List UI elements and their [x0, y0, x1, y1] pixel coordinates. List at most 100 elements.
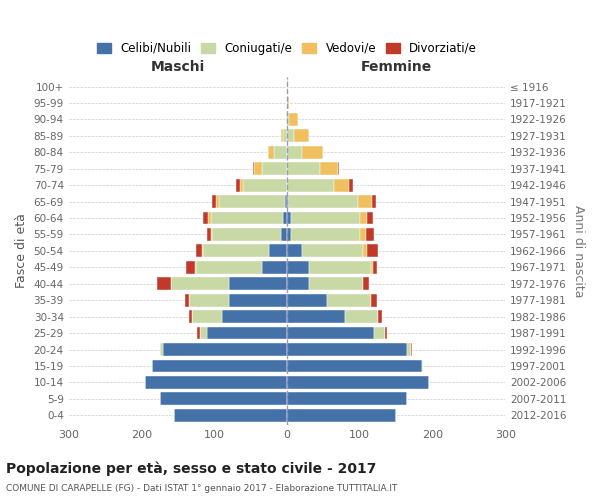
Bar [203, 212, 208, 224]
Bar [262, 162, 287, 175]
Bar [422, 360, 423, 372]
Bar [367, 212, 373, 224]
Bar [287, 162, 320, 175]
Bar [196, 261, 262, 274]
Bar [229, 294, 287, 306]
Bar [371, 261, 373, 274]
Bar [194, 261, 196, 274]
Bar [212, 228, 281, 241]
Bar [289, 195, 358, 208]
Bar [287, 278, 309, 290]
Bar [364, 278, 369, 290]
Bar [287, 294, 327, 306]
Bar [215, 195, 220, 208]
Bar [193, 310, 221, 323]
Bar [287, 212, 290, 224]
Bar [360, 212, 367, 224]
Bar [189, 310, 193, 323]
Bar [287, 392, 407, 405]
Bar [374, 326, 385, 340]
Bar [221, 310, 287, 323]
Bar [145, 376, 287, 389]
Bar [320, 162, 338, 175]
Bar [283, 130, 287, 142]
Bar [338, 162, 340, 175]
Bar [163, 343, 287, 356]
Bar [287, 80, 289, 93]
Bar [372, 195, 376, 208]
Text: Femmine: Femmine [361, 60, 432, 74]
Bar [287, 360, 422, 372]
Bar [287, 130, 294, 142]
Bar [285, 195, 287, 208]
Bar [286, 113, 287, 126]
Bar [345, 310, 378, 323]
Bar [287, 195, 289, 208]
Bar [212, 195, 215, 208]
Bar [289, 113, 298, 126]
Bar [367, 244, 378, 258]
Bar [373, 261, 377, 274]
Bar [160, 343, 163, 356]
Y-axis label: Anni di nascita: Anni di nascita [572, 204, 585, 297]
Bar [378, 310, 382, 323]
Bar [287, 310, 345, 323]
Bar [407, 343, 411, 356]
Bar [349, 178, 353, 192]
Bar [207, 326, 287, 340]
Bar [254, 162, 262, 175]
Bar [364, 244, 367, 258]
Bar [287, 409, 396, 422]
Bar [185, 294, 189, 306]
Legend: Celibi/Nubili, Coniugati/e, Vedovi/e, Divorziati/e: Celibi/Nubili, Coniugati/e, Vedovi/e, Di… [92, 37, 482, 60]
Bar [174, 409, 287, 422]
Bar [281, 228, 287, 241]
Text: Popolazione per età, sesso e stato civile - 2017: Popolazione per età, sesso e stato civil… [6, 461, 376, 475]
Bar [287, 96, 289, 110]
Bar [287, 113, 289, 126]
Bar [244, 178, 287, 192]
Bar [152, 360, 287, 372]
Bar [202, 244, 203, 258]
Bar [239, 178, 244, 192]
Bar [211, 212, 283, 224]
Bar [211, 228, 212, 241]
Bar [287, 343, 407, 356]
Bar [262, 261, 287, 274]
Bar [327, 294, 371, 306]
Bar [268, 146, 274, 158]
Bar [290, 212, 360, 224]
Bar [189, 294, 229, 306]
Bar [186, 261, 194, 274]
Bar [287, 178, 334, 192]
Text: Maschi: Maschi [151, 60, 205, 74]
Bar [160, 392, 287, 405]
Bar [287, 228, 290, 241]
Bar [411, 343, 412, 356]
Bar [385, 326, 387, 340]
Bar [203, 244, 269, 258]
Bar [196, 244, 202, 258]
Bar [274, 146, 287, 158]
Bar [170, 278, 229, 290]
Bar [371, 294, 377, 306]
Bar [236, 178, 239, 192]
Bar [290, 228, 360, 241]
Bar [220, 195, 285, 208]
Bar [309, 278, 364, 290]
Bar [283, 212, 287, 224]
Bar [309, 261, 371, 274]
Bar [360, 228, 365, 241]
Bar [200, 326, 207, 340]
Bar [207, 228, 211, 241]
Bar [287, 376, 429, 389]
Bar [334, 178, 349, 192]
Bar [287, 244, 302, 258]
Y-axis label: Fasce di età: Fasce di età [15, 214, 28, 288]
Bar [302, 146, 323, 158]
Bar [287, 261, 309, 274]
Bar [229, 278, 287, 290]
Bar [287, 146, 302, 158]
Bar [269, 244, 287, 258]
Bar [281, 130, 283, 142]
